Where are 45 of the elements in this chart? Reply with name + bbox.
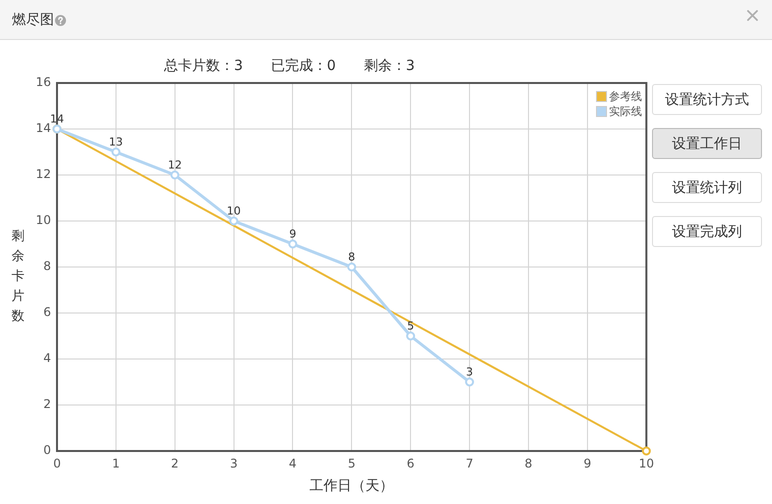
y-axis-title: 剩余卡片数 xyxy=(11,228,25,326)
data-label: 10 xyxy=(226,204,241,218)
chart-title: 燃尽图 xyxy=(12,11,54,29)
point xyxy=(465,378,474,386)
legend-label: 参考线 xyxy=(609,89,642,104)
button[interactable]: 设置统计列 xyxy=(652,172,762,203)
x-tick-label: 5 xyxy=(348,456,356,470)
point xyxy=(229,216,238,226)
data-label: 5 xyxy=(407,319,414,332)
y-tick-label: 6 xyxy=(43,305,51,320)
button[interactable]: 设置工作日 xyxy=(652,128,762,159)
y-tick-label: 16 xyxy=(36,75,51,90)
point xyxy=(347,262,356,272)
button[interactable]: 设置统计方式 xyxy=(652,84,762,115)
x-tick-label: 2 xyxy=(171,456,179,470)
y-tick-label: 12 xyxy=(36,167,51,182)
y-tick-label: 10 xyxy=(36,213,51,228)
x-tick-label: 8 xyxy=(524,456,532,470)
button[interactable]: 设置完成列 xyxy=(652,216,762,247)
y-tick-label: 8 xyxy=(43,259,51,274)
x-tick-label: 6 xyxy=(406,456,414,470)
x-tick-label: 0 xyxy=(53,456,61,470)
point xyxy=(170,170,180,180)
data-label: 8 xyxy=(348,250,356,264)
x-tick-label: 1 xyxy=(112,456,120,470)
y-tick-label: 14 xyxy=(36,121,51,136)
point xyxy=(642,446,651,456)
point xyxy=(406,332,416,340)
data-label: 12 xyxy=(168,158,182,172)
data-label: 13 xyxy=(108,135,123,148)
x-tick-label: 3 xyxy=(230,456,238,470)
chart-subtitle: 总卡片数：3 已完成：0 剩余：3 xyxy=(164,57,415,75)
x-tick-label: 7 xyxy=(466,456,474,470)
x-tick-label: 10 xyxy=(638,456,654,470)
y-tick-label: 4 xyxy=(43,351,51,366)
x-axis-title: 工作日（天） xyxy=(310,478,394,494)
point xyxy=(111,148,120,156)
data-label: 3 xyxy=(466,365,474,378)
x-tick-label: 4 xyxy=(288,456,297,470)
y-tick-label: 0 xyxy=(43,443,51,458)
legend-label: 实际线 xyxy=(609,104,642,119)
y-tick-label: 2 xyxy=(43,397,51,412)
x-tick-label: 9 xyxy=(584,456,592,470)
data-label: 9 xyxy=(289,227,296,240)
point xyxy=(288,240,298,248)
